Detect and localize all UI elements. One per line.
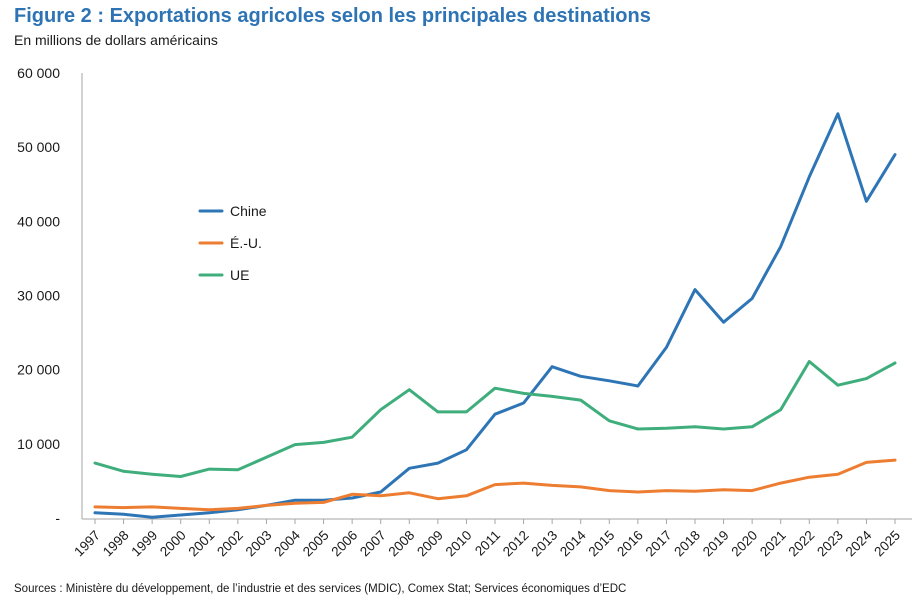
- x-axis-ticks: 1997199819992000200120022003200420052006…: [71, 519, 903, 559]
- x-tick-label: 2007: [357, 528, 389, 560]
- legend-label: UE: [230, 267, 249, 283]
- y-tick-label: -: [55, 510, 60, 526]
- x-tick-label: 2006: [328, 528, 360, 560]
- series-line-2: [93, 458, 897, 512]
- x-tick-label: 2010: [443, 528, 475, 560]
- chart-axes: [81, 73, 912, 520]
- x-tick-label: 2023: [814, 528, 846, 560]
- x-tick-label: 2017: [643, 528, 675, 560]
- x-tick-label: 2013: [528, 528, 560, 560]
- series-line-3: [93, 360, 897, 478]
- x-tick-label: 2012: [500, 528, 532, 560]
- x-tick-label: 2008: [386, 528, 418, 560]
- x-tick-label: 2005: [300, 528, 332, 560]
- x-tick-label: 2000: [157, 528, 189, 560]
- figure-title: Figure 2 : Exportations agricoles selon …: [14, 5, 651, 27]
- x-tick-label: 2014: [557, 527, 589, 559]
- x-tick-label: 2009: [414, 528, 446, 560]
- x-tick-label: 1998: [100, 528, 132, 560]
- x-tick-label: 2015: [586, 528, 618, 560]
- chart-series: [93, 112, 897, 519]
- chart-legend: Chine É.-U. UE: [198, 203, 267, 283]
- series-line-1: [93, 112, 897, 519]
- x-tick-label: 2021: [757, 528, 789, 560]
- x-tick-label: 2016: [614, 528, 646, 560]
- legend-label: É.-U.: [230, 235, 262, 251]
- y-tick-label: 60 000: [17, 65, 60, 81]
- x-tick-label: 2003: [243, 528, 275, 560]
- y-tick-label: 50 000: [17, 139, 60, 155]
- x-tick-label: 2024: [843, 527, 875, 559]
- x-tick-label: 2001: [186, 528, 218, 560]
- x-tick-label: 2022: [786, 528, 818, 560]
- x-tick-label: 2019: [700, 528, 732, 560]
- y-tick-label: 30 000: [17, 288, 60, 304]
- x-tick-label: 2020: [728, 528, 760, 560]
- y-tick-label: 20 000: [17, 362, 60, 378]
- x-tick-label: 1997: [71, 528, 103, 560]
- x-tick-label: 2011: [472, 528, 503, 559]
- x-tick-label: 2018: [671, 528, 703, 560]
- figure-source: Sources : Ministère du développement, de…: [14, 583, 627, 595]
- figure-subtitle: En millions de dollars américains: [14, 32, 218, 48]
- y-tick-label: 10 000: [17, 436, 60, 452]
- x-tick-label: 2002: [214, 528, 246, 560]
- legend-label: Chine: [230, 203, 267, 219]
- x-tick-label: 1999: [128, 528, 160, 560]
- x-tick-label: 2025: [871, 528, 903, 560]
- line-chart: - 10 000 20 000 30 000 40 000 50 000 60 000 19…: [17, 65, 912, 559]
- y-tick-label: 40 000: [17, 213, 60, 229]
- x-tick-label: 2004: [271, 527, 303, 559]
- y-axis-ticks: - 10 000 20 000 30 000 40 000 50 000 60 000: [17, 65, 60, 526]
